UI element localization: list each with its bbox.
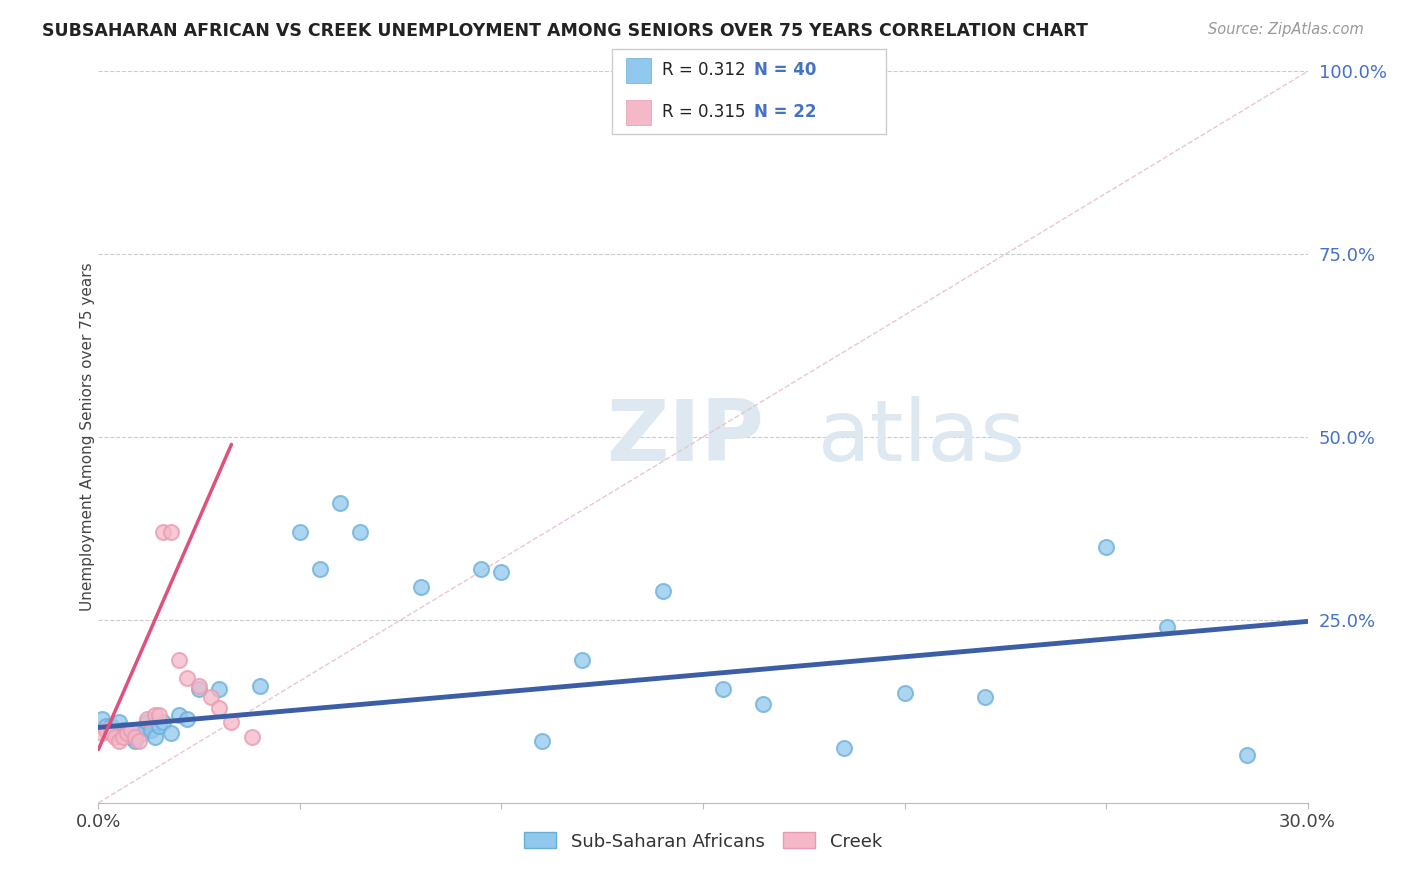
Point bbox=[96, 723, 118, 737]
Text: atlas: atlas bbox=[818, 395, 1026, 479]
Point bbox=[103, 730, 125, 744]
Text: SUBSAHARAN AFRICAN VS CREEK UNEMPLOYMENT AMONG SENIORS OVER 75 YEARS CORRELATION: SUBSAHARAN AFRICAN VS CREEK UNEMPLOYMENT… bbox=[42, 22, 1088, 40]
Point bbox=[120, 730, 142, 744]
Point bbox=[200, 690, 222, 704]
Point bbox=[1095, 540, 1118, 554]
Point bbox=[176, 712, 198, 726]
Point bbox=[288, 525, 311, 540]
Point bbox=[100, 719, 122, 733]
Point bbox=[152, 715, 174, 730]
Point bbox=[752, 697, 775, 711]
Point bbox=[491, 566, 513, 580]
Text: ZIP: ZIP bbox=[606, 395, 763, 479]
Text: R = 0.315: R = 0.315 bbox=[662, 103, 745, 121]
Point bbox=[143, 730, 166, 744]
Point bbox=[409, 580, 432, 594]
Point bbox=[128, 733, 150, 747]
Point bbox=[135, 715, 157, 730]
Point bbox=[221, 715, 243, 730]
Point bbox=[249, 679, 271, 693]
Point bbox=[208, 700, 231, 714]
Point bbox=[188, 682, 211, 697]
Point bbox=[139, 723, 162, 737]
Point bbox=[651, 583, 673, 598]
Point bbox=[148, 719, 170, 733]
Point bbox=[135, 712, 157, 726]
Point bbox=[893, 686, 915, 700]
Point bbox=[974, 690, 997, 704]
Point bbox=[571, 653, 593, 667]
Point bbox=[188, 679, 211, 693]
Point bbox=[470, 562, 492, 576]
Point bbox=[240, 730, 263, 744]
Point bbox=[91, 712, 114, 726]
Point bbox=[111, 723, 134, 737]
Point bbox=[832, 740, 855, 755]
Point bbox=[349, 525, 371, 540]
Text: R = 0.312: R = 0.312 bbox=[662, 62, 745, 79]
Point bbox=[96, 719, 118, 733]
Text: N = 40: N = 40 bbox=[754, 62, 815, 79]
Point bbox=[124, 733, 146, 747]
Point bbox=[148, 708, 170, 723]
Point bbox=[120, 723, 142, 737]
Point bbox=[132, 726, 155, 740]
Point bbox=[711, 682, 734, 697]
Text: Source: ZipAtlas.com: Source: ZipAtlas.com bbox=[1208, 22, 1364, 37]
Point bbox=[103, 726, 125, 740]
Point bbox=[167, 708, 190, 723]
Point bbox=[111, 730, 134, 744]
Point bbox=[167, 653, 190, 667]
Point bbox=[115, 726, 138, 740]
Point bbox=[1236, 748, 1258, 763]
Point bbox=[91, 726, 114, 740]
Point bbox=[530, 733, 553, 747]
Point bbox=[329, 496, 352, 510]
Point bbox=[107, 733, 129, 747]
Point bbox=[128, 723, 150, 737]
Y-axis label: Unemployment Among Seniors over 75 years: Unemployment Among Seniors over 75 years bbox=[80, 263, 94, 611]
Point bbox=[176, 672, 198, 686]
Point bbox=[115, 726, 138, 740]
Legend: Sub-Saharan Africans, Creek: Sub-Saharan Africans, Creek bbox=[515, 823, 891, 860]
Point bbox=[100, 726, 122, 740]
Text: N = 22: N = 22 bbox=[754, 103, 815, 121]
Point bbox=[124, 730, 146, 744]
Point bbox=[1156, 620, 1178, 634]
Point bbox=[160, 525, 183, 540]
Point bbox=[309, 562, 332, 576]
Point bbox=[152, 525, 174, 540]
Point bbox=[107, 715, 129, 730]
Point bbox=[208, 682, 231, 697]
Point bbox=[143, 708, 166, 723]
Point bbox=[160, 726, 183, 740]
